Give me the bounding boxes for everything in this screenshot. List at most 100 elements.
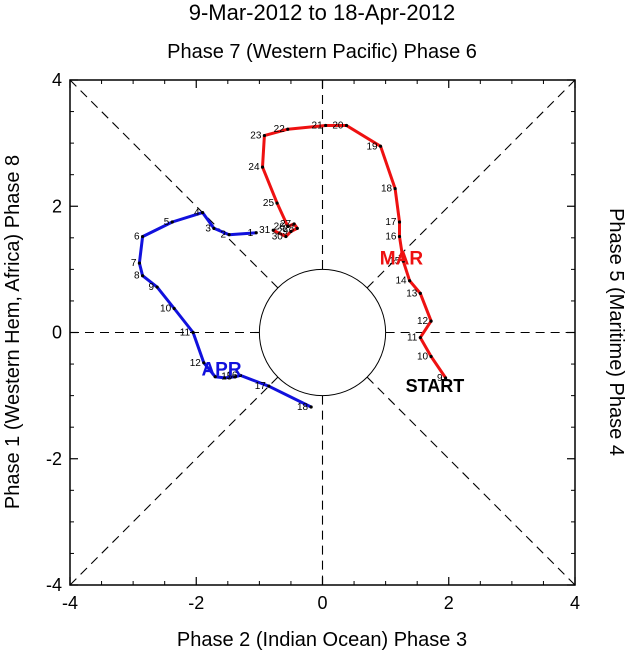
day-label-mar: 18 (381, 184, 393, 195)
data-point (429, 319, 433, 323)
data-point (223, 376, 227, 380)
data-point (443, 376, 448, 380)
point-labels: 9101112131415161718192021222324252627282… (131, 120, 443, 413)
day-label-mar: 25 (263, 198, 275, 209)
data-point (401, 259, 405, 263)
data-point (140, 274, 145, 278)
y-tick-label: 4 (52, 70, 62, 90)
day-label-mar: 11 (407, 333, 418, 344)
day-label-mar: 16 (385, 232, 397, 243)
x-tick-label: 0 (317, 593, 327, 613)
day-label-mar: 22 (274, 124, 286, 135)
grid-diagonal-sw (69, 376, 279, 586)
data-point (393, 186, 397, 191)
data-point (213, 375, 217, 379)
data-point (191, 330, 195, 335)
data-point (286, 224, 290, 229)
data-point (275, 201, 279, 205)
data-point (155, 285, 159, 289)
data-point (200, 210, 205, 215)
start-label: START (406, 376, 465, 396)
data-point (267, 384, 271, 388)
day-label-mar: 27 (280, 219, 292, 230)
day-label-mar: 26 (274, 221, 286, 232)
day-label-mar: 19 (366, 141, 378, 152)
y-axis-title: Phase 1 (Western Hem, Africa) Phase 8 (2, 155, 24, 509)
day-label-mar: 28 (283, 223, 295, 234)
data-point (378, 144, 383, 148)
day-label-apr: 16 (226, 370, 238, 381)
day-label-mar: 10 (417, 351, 429, 362)
data-point (260, 165, 265, 169)
x-axis-title: Phase 2 (Indian Ocean) Phase 3 (177, 629, 467, 651)
day-label-apr: 17 (255, 381, 267, 392)
data-point (418, 291, 422, 295)
data-point (212, 226, 216, 230)
x-tick-label: 2 (444, 593, 454, 613)
data-point (238, 373, 243, 378)
amplitude-circle (258, 268, 387, 397)
day-label-apr: 7 (131, 258, 137, 269)
day-label-mar: 30 (272, 232, 284, 243)
right-phase-label: Phase 5 (Maritime) Phase 4 (605, 208, 627, 456)
y-tick-label: -4 (46, 575, 62, 595)
x-tick-label: 4 (570, 593, 580, 613)
day-label-mar: 17 (385, 217, 397, 228)
top-phase-label: Phase 7 (Western Pacific) Phase 6 (167, 41, 477, 63)
day-label-apr: 18 (297, 402, 309, 413)
day-label-mar: 13 (406, 288, 418, 299)
grid-diagonal-se (366, 376, 576, 586)
day-label-mar: 9 (437, 373, 443, 384)
y-tick-label: -2 (46, 449, 62, 469)
data-point (295, 226, 299, 230)
chart-title: 9-Mar-2012 to 18-Apr-2012 (189, 0, 456, 25)
data-point (418, 335, 422, 340)
month-label-apr: APR (201, 359, 241, 380)
x-tick-label: -4 (62, 593, 78, 613)
day-label-mar: 24 (248, 162, 260, 173)
day-label-mar: 21 (312, 120, 324, 131)
data-point (233, 375, 237, 379)
day-label-mar: 31 (259, 225, 271, 236)
phase-grid (69, 79, 576, 586)
month-label-mar: MAR (380, 248, 424, 269)
data-point (309, 405, 313, 409)
data-point (140, 234, 145, 239)
data-point (271, 228, 275, 232)
data-point (254, 231, 258, 235)
grid-diagonal-nw (69, 79, 279, 289)
series-lines (137, 123, 448, 409)
day-label-apr: 6 (134, 232, 140, 243)
day-label-apr: 15 (221, 372, 233, 383)
x-tick-label: -2 (188, 593, 204, 613)
data-point (344, 123, 349, 128)
data-point (408, 279, 412, 283)
data-point (137, 261, 142, 265)
data-point (227, 233, 231, 237)
day-label-apr: 8 (134, 271, 140, 282)
data-point (292, 222, 296, 226)
day-label-apr: 3 (205, 223, 211, 234)
data-point (172, 306, 176, 311)
data-point (202, 361, 206, 365)
data-point (397, 234, 402, 239)
y-tick-label: 2 (52, 196, 62, 216)
day-label-mar: 15 (389, 256, 401, 267)
day-label-apr: 11 (180, 328, 191, 339)
data-point (262, 133, 267, 138)
data-point (289, 229, 293, 234)
day-label-apr: 4 (194, 208, 200, 219)
day-label-apr: 5 (164, 217, 170, 228)
y-tick-label: 0 (52, 323, 62, 343)
data-point (170, 220, 174, 224)
day-label-apr: 12 (190, 358, 202, 369)
day-label-mar: 23 (250, 131, 262, 142)
data-point (286, 127, 290, 131)
data-point (397, 220, 402, 224)
data-point (324, 123, 328, 128)
day-label-apr: 1 (248, 228, 254, 239)
day-label-apr: 2 (221, 230, 227, 241)
